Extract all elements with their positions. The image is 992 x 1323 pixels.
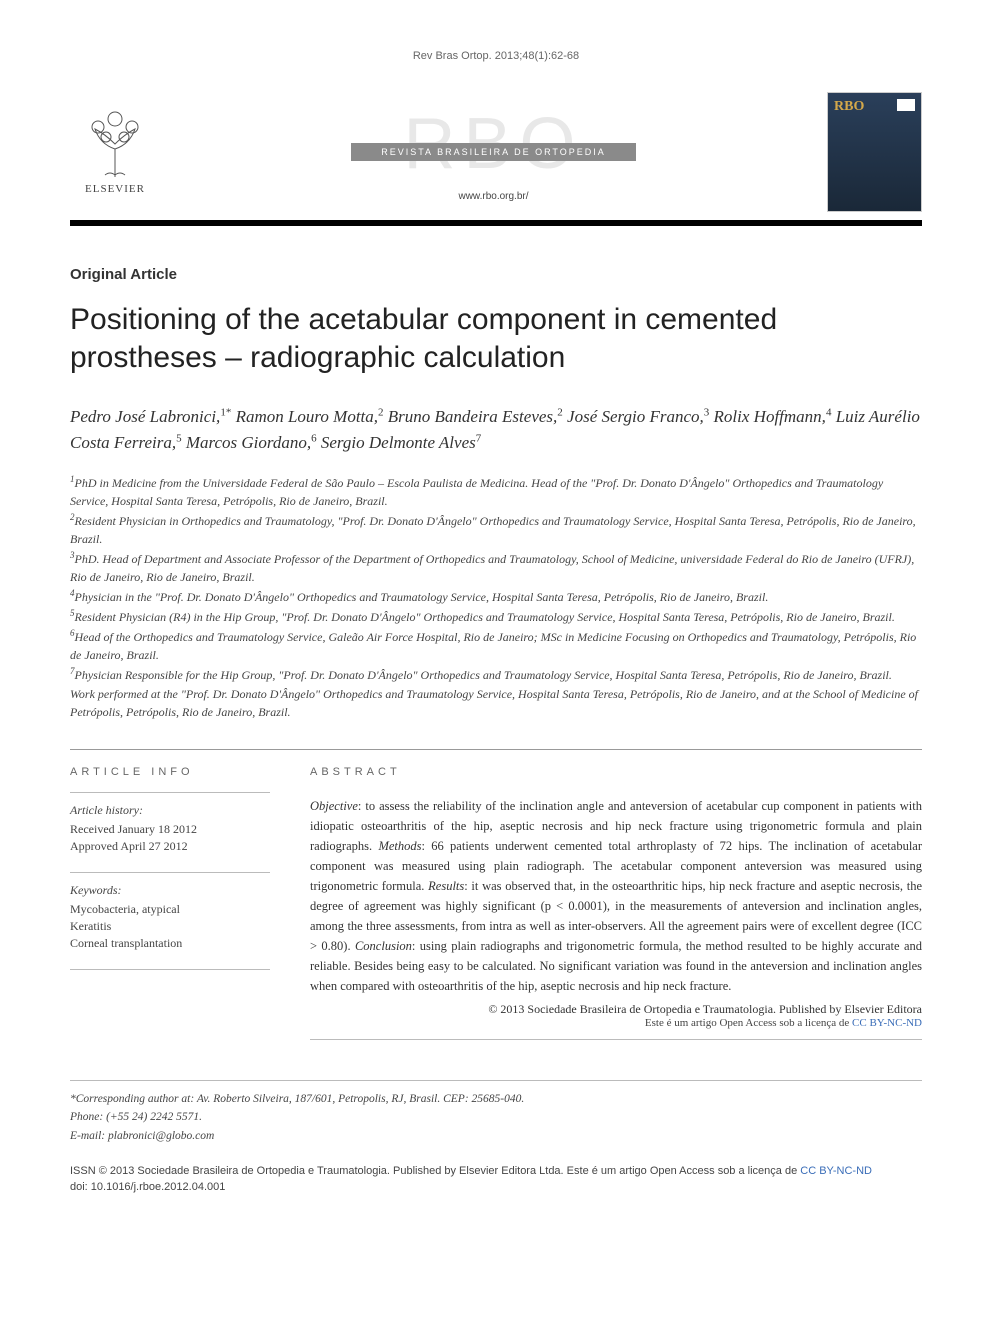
corresponding-email: E-mail: plabronici@globo.com [70,1128,922,1145]
abstract-body: Objective: to assess the reliability of … [310,796,922,996]
keyword-item: Keratitis [70,919,270,934]
author-list: Pedro José Labronici,1* Ramon Louro Mott… [70,404,922,455]
article-title: Positioning of the acetabular component … [70,301,922,376]
journal-cover-thumbnail: RBO [827,92,922,212]
journal-logo-area: RBO REVISTA BRASILEIRA DE ORTOPEDIA www.… [180,103,807,202]
page-container: Rev Bras Ortop. 2013;48(1):62-68 ELSEVIE… [0,0,992,1236]
abstract-column: ABSTRACT Objective: to assess the reliab… [310,766,922,1040]
approved-date: Approved April 27 2012 [70,839,270,854]
abstract-copyright: © 2013 Sociedade Brasileira de Ortopedia… [310,1002,922,1017]
elsevier-tree-icon [80,109,150,179]
journal-title-bar: REVISTA BRASILEIRA DE ORTOPEDIA [351,143,636,161]
affiliation-line: 5Resident Physician (R4) in the Hip Grou… [70,607,922,626]
left-col-rule [70,969,270,970]
corresponding-phone: Phone: (+55 24) 2242 5571. [70,1109,922,1126]
affiliation-line: 6Head of the Orthopedics and Traumatolog… [70,627,922,664]
issn-license-prefix: Este é um artigo Open Access sob a licen… [567,1165,801,1177]
elsevier-logo: ELSEVIER [70,109,160,195]
affiliations: 1PhD in Medicine from the Universidade F… [70,473,922,721]
issn-license-link[interactable]: CC BY-NC-ND [800,1165,872,1177]
cover-badge [897,99,915,111]
license-prefix: Este é um artigo Open Access sob a licen… [645,1017,852,1029]
license-link[interactable]: CC BY-NC-ND [852,1017,922,1029]
affiliation-line: 4Physician in the "Prof. Dr. Donato D'Ân… [70,587,922,606]
article-info-heading: ARTICLE INFO [70,766,270,778]
doi-line: doi: 10.1016/j.rboe.2012.04.001 [70,1179,922,1196]
issn-block: ISSN © 2013 Sociedade Brasileira de Orto… [70,1163,922,1196]
issn-line: ISSN © 2013 Sociedade Brasileira de Orto… [70,1163,922,1180]
affiliation-line: 3PhD. Head of Department and Associate P… [70,549,922,586]
affiliation-line: Work performed at the "Prof. Dr. Donato … [70,685,922,721]
received-date: Received January 18 2012 [70,822,270,837]
running-head: Rev Bras Ortop. 2013;48(1):62-68 [70,50,922,62]
abstract-rule [310,1039,922,1040]
corresponding-address: *Corresponding author at: Av. Roberto Si… [70,1091,922,1108]
corresponding-author-block: *Corresponding author at: Av. Roberto Si… [70,1080,922,1145]
issn-prefix: ISSN © 2013 Sociedade Brasileira de Orto… [70,1165,567,1177]
article-info-column: ARTICLE INFO Article history: Received J… [70,766,270,1040]
keywords-label: Keywords: [70,883,270,898]
affiliation-line: 7Physician Responsible for the Hip Group… [70,665,922,684]
journal-url[interactable]: www.rbo.org.br/ [458,191,528,202]
affiliation-line: 1PhD in Medicine from the Universidade F… [70,473,922,510]
article-history-block: Article history: Received January 18 201… [70,792,270,854]
abstract-license: Este é um artigo Open Access sob a licen… [310,1017,922,1029]
journal-header: ELSEVIER RBO REVISTA BRASILEIRA DE ORTOP… [70,92,922,212]
abstract-heading: ABSTRACT [310,766,922,778]
keywords-block: Keywords: Mycobacteria, atypical Keratiti… [70,872,270,951]
elsevier-name: ELSEVIER [85,183,145,195]
header-rule [70,220,922,226]
history-label: Article history: [70,803,270,818]
keyword-item: Mycobacteria, atypical [70,902,270,917]
article-type: Original Article [70,266,922,283]
affiliation-line: 2Resident Physician in Orthopedics and T… [70,511,922,548]
info-abstract-row: ARTICLE INFO Article history: Received J… [70,749,922,1040]
keyword-item: Corneal transplantation [70,936,270,951]
